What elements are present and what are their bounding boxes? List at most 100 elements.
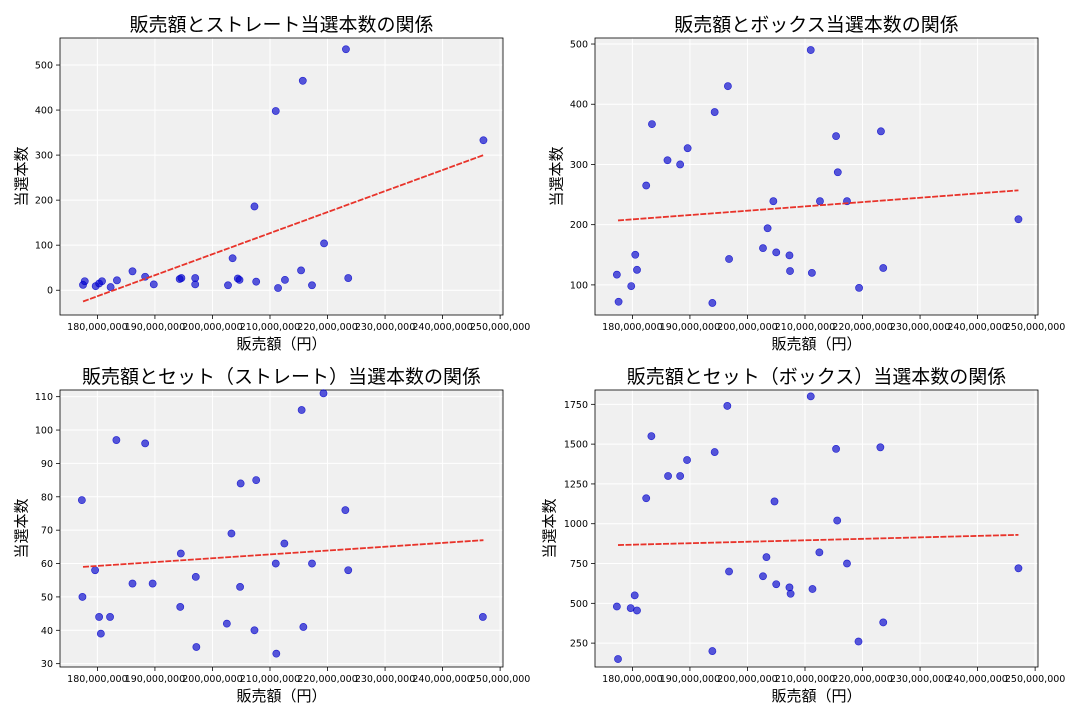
data-point	[344, 566, 353, 575]
data-point	[113, 276, 121, 285]
data-point	[149, 280, 158, 289]
data-point	[191, 572, 200, 581]
data-point	[614, 655, 622, 663]
y-axis-label: 当選本数	[13, 498, 31, 558]
y-tick-label: 70	[41, 526, 53, 537]
x-tick-label: 230,000,000	[355, 674, 415, 685]
plot-area	[595, 38, 1038, 315]
data-point	[664, 472, 672, 480]
data-point	[708, 647, 717, 655]
y-tick-label: 750	[570, 559, 588, 570]
data-point	[128, 267, 137, 276]
data-point	[647, 432, 656, 441]
data-point	[683, 144, 692, 153]
x-tick-label: 250,000,000	[1005, 674, 1065, 685]
data-point	[631, 250, 640, 259]
data-point	[683, 456, 691, 464]
data-point	[252, 476, 261, 485]
data-point	[236, 479, 245, 488]
data-point	[319, 389, 328, 398]
data-point	[106, 283, 115, 291]
x-tick-label: 230,000,000	[890, 674, 950, 685]
data-point	[236, 583, 244, 591]
y-tick-label: 500	[35, 61, 53, 72]
chart-panel-1: 180,000,000190,000,000200,000,000210,000…	[13, 14, 531, 353]
y-tick-label: 300	[35, 151, 53, 162]
data-point	[627, 282, 636, 290]
data-point	[725, 255, 733, 263]
data-point	[808, 585, 817, 593]
data-point	[308, 559, 316, 568]
data-point	[281, 275, 289, 284]
data-point	[297, 406, 306, 414]
y-tick-label: 500	[570, 40, 588, 51]
data-point	[763, 224, 772, 233]
data-point	[663, 156, 672, 165]
data-point	[227, 529, 236, 538]
x-tick-label: 240,000,000	[412, 674, 472, 685]
x-tick-label: 210,000,000	[775, 322, 835, 333]
data-point	[1014, 215, 1023, 224]
data-point	[769, 197, 778, 206]
x-tick-label: 240,000,000	[947, 322, 1007, 333]
trend-line	[82, 154, 484, 303]
y-axis-label: 当選本数	[541, 498, 559, 558]
x-tick-label: 180,000,000	[602, 322, 662, 333]
data-point	[77, 496, 86, 505]
data-point	[95, 613, 104, 621]
x-tick-label: 220,000,000	[297, 322, 357, 333]
x-axis-label: 販売額（円）	[771, 687, 861, 705]
x-tick-label: 200,000,000	[717, 674, 777, 685]
y-tick-label: 1000	[564, 519, 588, 530]
data-point	[725, 567, 733, 576]
x-axis-label: 販売額（円）	[236, 335, 326, 353]
data-point	[832, 445, 840, 453]
x-tick-label: 240,000,000	[412, 322, 472, 333]
data-point	[855, 284, 863, 292]
data-point	[614, 297, 623, 306]
data-point	[833, 516, 842, 525]
data-point	[772, 580, 781, 589]
data-point	[724, 82, 732, 91]
data-point	[642, 181, 651, 190]
data-point	[272, 649, 281, 658]
x-tick-label: 210,000,000	[775, 674, 835, 685]
data-point	[759, 244, 767, 253]
data-point	[299, 623, 308, 631]
chart-title: 販売額とボックス当選本数の関係	[674, 14, 958, 36]
x-tick-label: 190,000,000	[125, 322, 185, 333]
data-point	[762, 553, 771, 562]
y-tick-label: 200	[35, 196, 53, 207]
data-point	[298, 76, 307, 85]
data-point	[320, 239, 328, 248]
data-point	[708, 299, 717, 307]
y-tick-label: 250	[570, 639, 588, 650]
x-axis-label: 販売額（円）	[236, 687, 326, 705]
x-tick-label: 200,000,000	[182, 322, 242, 333]
y-tick-label: 100	[35, 241, 53, 252]
x-tick-label: 180,000,000	[67, 322, 127, 333]
y-tick-label: 110	[35, 392, 53, 403]
data-point	[806, 46, 815, 54]
x-tick-label: 250,000,000	[1005, 322, 1065, 333]
data-point	[177, 274, 186, 282]
data-point	[612, 602, 621, 611]
data-point	[98, 277, 106, 286]
chart-panel-3: 180,000,000190,000,000200,000,000210,000…	[13, 366, 531, 705]
data-point	[271, 107, 280, 115]
x-tick-label: 200,000,000	[717, 322, 777, 333]
data-point	[786, 589, 795, 598]
data-point	[816, 197, 824, 206]
data-point	[112, 436, 121, 444]
trend-line	[617, 189, 1019, 222]
trend-line	[617, 533, 1019, 546]
y-tick-label: 400	[570, 100, 588, 111]
data-point	[297, 266, 305, 275]
y-tick-label: 40	[41, 626, 53, 637]
data-point	[106, 613, 114, 621]
x-tick-label: 230,000,000	[890, 322, 950, 333]
x-tick-label: 250,000,000	[470, 674, 530, 685]
x-tick-label: 200,000,000	[182, 674, 242, 685]
data-point	[832, 132, 840, 141]
data-point	[759, 572, 767, 581]
